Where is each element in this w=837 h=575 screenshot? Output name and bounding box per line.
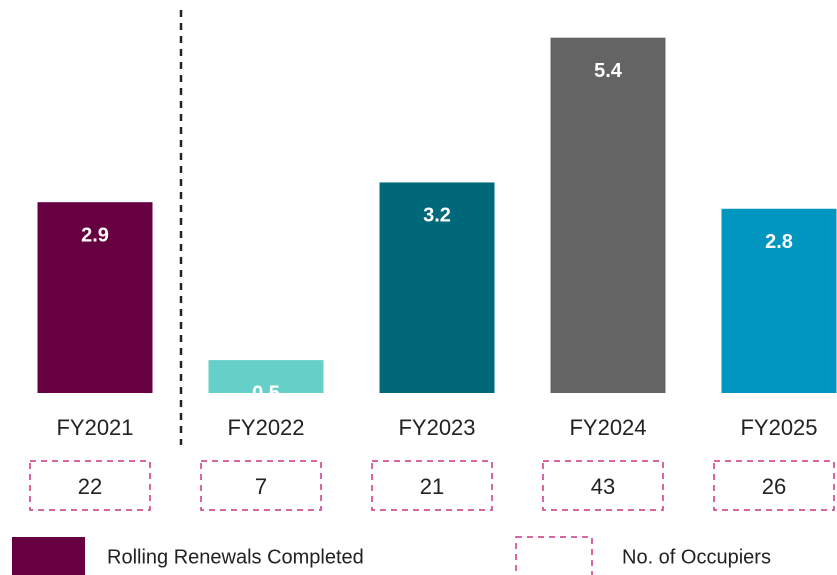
x-tick-label: FY2021 — [56, 415, 133, 440]
legend-label: Rolling Renewals Completed — [107, 546, 364, 568]
occupier-box — [371, 460, 493, 511]
occupier-box — [542, 460, 664, 511]
value-label: 2.8 — [765, 231, 793, 253]
occupier-box — [713, 460, 835, 511]
value-label: 3.2 — [423, 205, 451, 227]
occupier-box — [200, 460, 322, 511]
legend-swatch — [12, 537, 85, 575]
occupier-box — [29, 460, 151, 511]
x-tick-label: FY2022 — [227, 415, 304, 440]
x-tick-label: FY2025 — [740, 415, 817, 440]
occupier-count: 21 — [420, 474, 444, 499]
occupier-count: 22 — [78, 474, 102, 499]
legend-swatch — [515, 536, 593, 575]
legend-label: No. of Occupiers — [622, 546, 771, 568]
occupier-count: 43 — [591, 474, 615, 499]
value-label: 0.5 — [252, 382, 280, 404]
bar — [37, 202, 153, 393]
x-tick-label: FY2024 — [569, 415, 646, 440]
value-label: 2.9 — [81, 224, 109, 246]
occupier-count: 26 — [762, 474, 786, 499]
bar — [379, 182, 495, 393]
bar — [208, 360, 324, 393]
occupier-count: 7 — [255, 474, 267, 499]
bar — [550, 37, 666, 394]
value-label: 5.4 — [594, 60, 623, 82]
x-tick-label: FY2023 — [398, 415, 475, 440]
bar — [721, 208, 837, 393]
